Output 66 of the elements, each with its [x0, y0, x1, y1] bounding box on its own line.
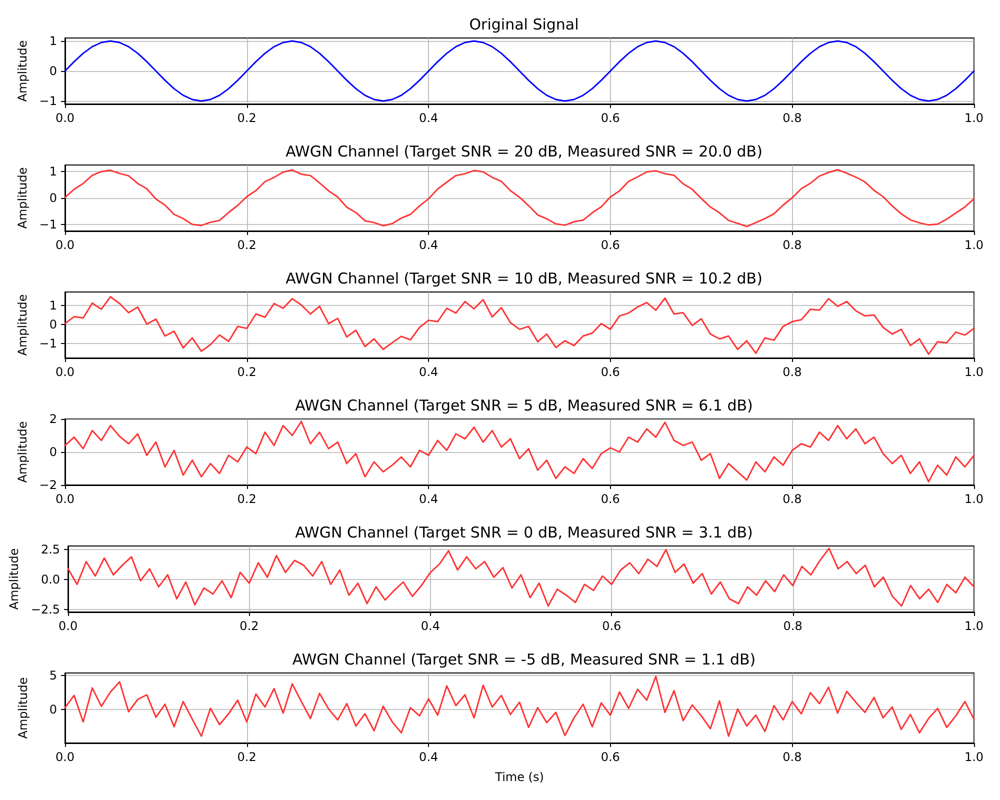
- y-tick-label: 1: [49, 34, 57, 48]
- line-series: [67, 548, 975, 607]
- chart-title: AWGN Channel (Target SNR = 20 dB, Measured SNR = 20.0 dB): [286, 142, 762, 160]
- chart-title: AWGN Channel (Target SNR = 10 dB, Measured SNR = 10.2 dB): [286, 270, 762, 288]
- y-tick-label: 1: [49, 164, 57, 179]
- x-tick-label: 0.4: [419, 365, 438, 379]
- x-tick-label: 0.6: [600, 750, 620, 764]
- line-series: [64, 296, 975, 355]
- chart-title: AWGN Channel (Target SNR = 0 dB, Measured SNR = 3.1 dB): [295, 524, 753, 542]
- y-tick-label: −2: [39, 478, 57, 492]
- x-tick-label: 0.8: [782, 492, 802, 506]
- y-axis-title: Amplitude: [15, 421, 30, 483]
- x-tick-label: 0.6: [600, 365, 620, 379]
- x-tick-label: 0.6: [602, 619, 622, 633]
- x-tick-label: 0.2: [240, 619, 259, 633]
- y-tick-label: 1: [49, 298, 57, 312]
- y-axis-title: Amplitude: [15, 294, 30, 356]
- x-tick-label: 0.2: [237, 238, 256, 252]
- x-tick-label: 0.2: [237, 111, 256, 125]
- x-tick-label: 0.0: [58, 619, 78, 633]
- y-axis-title: Amplitude: [15, 167, 30, 229]
- x-tick-label: 1.0: [964, 492, 984, 506]
- x-tick-label: 0.2: [237, 750, 256, 764]
- x-tick-label: 0.8: [782, 365, 802, 379]
- x-tick-label: 0.8: [782, 111, 802, 125]
- y-tick-label: 0.0: [40, 572, 60, 587]
- x-tick-label: 0.8: [783, 619, 802, 633]
- x-tick-label: 0.2: [237, 492, 256, 506]
- x-tick-label: 0.2: [237, 365, 256, 379]
- x-tick-label: 1.0: [964, 238, 984, 252]
- x-tick-label: 0.6: [600, 492, 620, 506]
- x-tick-label: 1.0: [964, 365, 984, 379]
- x-tick-label: 0.4: [419, 750, 438, 764]
- x-tick-label: 0.8: [782, 238, 802, 252]
- y-tick-label: 0: [49, 191, 57, 205]
- x-tick-label: 0.4: [419, 111, 438, 125]
- x-tick-label: 0.4: [419, 238, 438, 252]
- x-tick-label: 0.6: [600, 238, 620, 252]
- x-tick-label: 1.0: [964, 619, 984, 633]
- chart-title: Original Signal: [469, 16, 579, 34]
- y-tick-label: −1: [39, 94, 57, 108]
- y-tick-label: 5: [49, 668, 57, 683]
- y-tick-label: −1: [39, 336, 57, 351]
- x-tick-label: 0.6: [600, 111, 620, 125]
- line-series: [64, 169, 975, 228]
- chart-title: AWGN Channel (Target SNR = -5 dB, Measured SNR = 1.1 dB): [292, 650, 756, 668]
- line-series: [64, 40, 975, 102]
- y-tick-label: 0: [49, 64, 57, 78]
- y-axis-title: Amplitude: [15, 40, 30, 102]
- y-tick-label: 0: [49, 318, 57, 332]
- y-tick-label: −2.5: [30, 602, 60, 617]
- y-tick-label: −1: [39, 217, 57, 232]
- y-tick-label: 0: [49, 445, 57, 459]
- y-tick-label: 2.5: [40, 542, 60, 557]
- y-axis-title: Amplitude: [16, 677, 30, 739]
- x-tick-label: 0.4: [420, 619, 440, 633]
- x-tick-label: 1.0: [964, 750, 984, 764]
- x-tick-label: 0.4: [419, 492, 438, 506]
- line-series: [64, 420, 975, 482]
- chart-title: AWGN Channel (Target SNR = 5 dB, Measured SNR = 6.1 dB): [295, 396, 753, 414]
- x-tick-label: 0.8: [782, 750, 802, 764]
- y-tick-label: 0: [49, 702, 57, 717]
- x-tick-label: 1.0: [964, 111, 984, 125]
- x-axis-title: Time (s): [494, 770, 544, 784]
- y-tick-label: 2: [49, 412, 57, 426]
- y-axis-title: Amplitude: [7, 548, 21, 610]
